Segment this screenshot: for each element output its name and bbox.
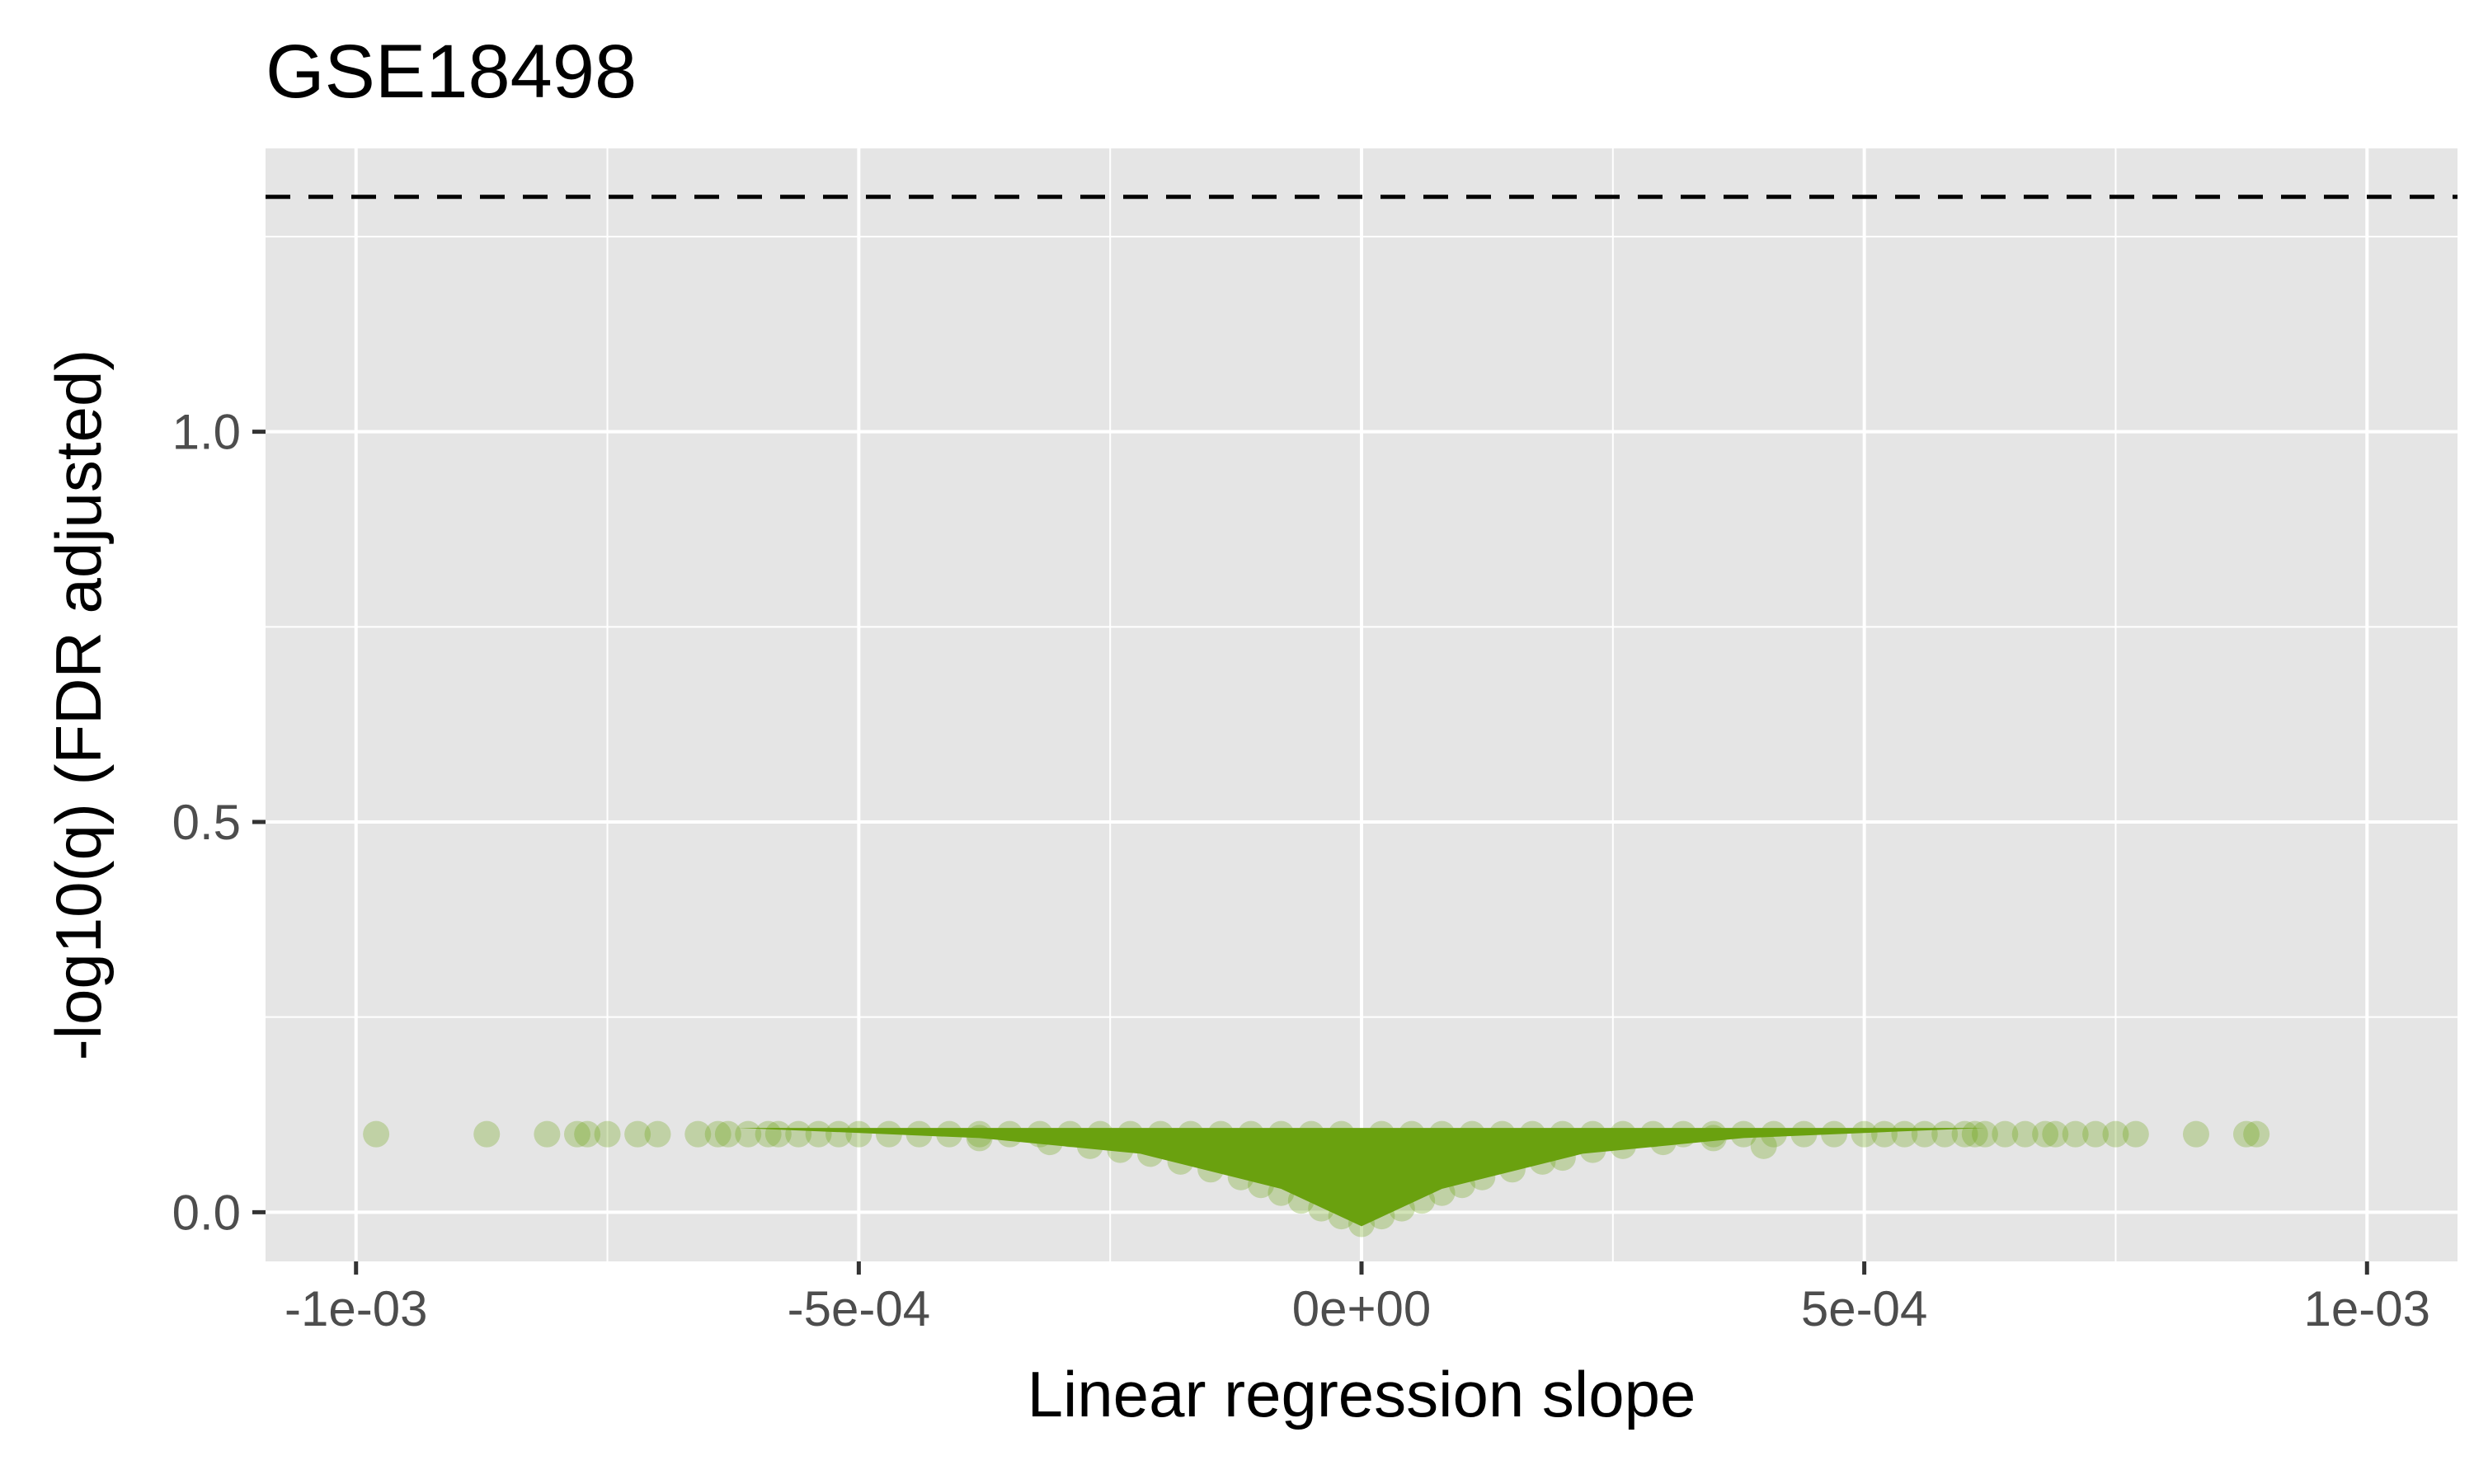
data-point <box>1951 1120 1978 1148</box>
x-tick-label: 0e+00 <box>1292 1281 1432 1336</box>
data-point <box>2032 1120 2059 1148</box>
data-point <box>1891 1120 1918 1148</box>
data-point <box>764 1120 792 1148</box>
major-gridlines <box>266 148 2458 1261</box>
data-point <box>2011 1120 2039 1148</box>
data-point <box>2062 1120 2089 1148</box>
y-tick-label: 0.0 <box>172 1185 241 1240</box>
dense-points-region <box>738 1128 1985 1227</box>
data-point <box>825 1120 852 1148</box>
data-point <box>363 1120 390 1148</box>
x-tick-label: -5e-04 <box>788 1281 930 1336</box>
data-point <box>1971 1120 1998 1148</box>
data-point <box>2082 1120 2109 1148</box>
y-axis-title: -log10(q) (FDR adjusted) <box>42 350 115 1061</box>
data-point <box>2122 1120 2149 1148</box>
data-point <box>574 1120 601 1148</box>
data-point <box>2102 1120 2129 1148</box>
data-point <box>644 1120 671 1148</box>
data-point <box>1871 1120 1898 1148</box>
data-point <box>1750 1132 1777 1159</box>
data-point <box>1992 1120 2019 1148</box>
data-point <box>624 1120 651 1148</box>
x-tick-label: 5e-04 <box>1801 1281 1927 1336</box>
data-point <box>2182 1120 2209 1148</box>
y-tick-label: 1.0 <box>172 405 241 460</box>
chart-title: GSE18498 <box>266 30 637 114</box>
data-point <box>1961 1120 1988 1148</box>
x-tick-label: -1e-03 <box>285 1281 427 1336</box>
data-point <box>473 1120 501 1148</box>
data-point <box>2243 1120 2270 1148</box>
data-point <box>534 1120 561 1148</box>
data-point <box>2042 1120 2069 1148</box>
x-tick-label: 1e-03 <box>2304 1281 2430 1336</box>
data-point <box>1851 1120 1878 1148</box>
data-point <box>594 1120 621 1148</box>
data-point <box>2232 1120 2260 1148</box>
x-axis-title: Linear regression slope <box>1028 1358 1696 1430</box>
y-axis: 0.0 0.5 1.0 <box>172 405 266 1240</box>
y-tick-label: 0.5 <box>172 795 241 850</box>
data-point <box>845 1120 872 1148</box>
data-point <box>714 1120 741 1148</box>
data-point <box>755 1120 782 1148</box>
data-point <box>785 1120 812 1148</box>
data-point <box>684 1120 712 1148</box>
data-point <box>704 1120 731 1148</box>
data-point <box>563 1120 590 1148</box>
data-point <box>805 1120 832 1148</box>
point-density-fill <box>738 1128 1985 1227</box>
data-point <box>735 1120 762 1148</box>
x-axis: -1e-03 -5e-04 0e+00 5e-04 1e-03 <box>285 1261 2430 1336</box>
data-point <box>1911 1120 1938 1148</box>
data-point <box>1931 1120 1959 1148</box>
